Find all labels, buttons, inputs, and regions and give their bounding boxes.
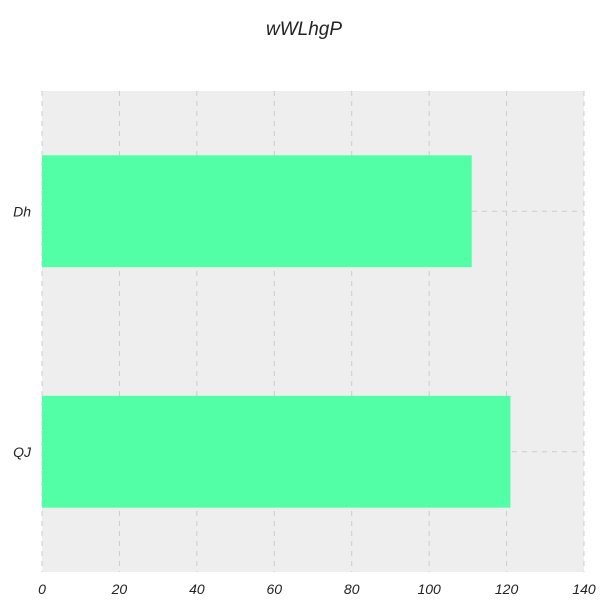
x-tick-label: 100 bbox=[417, 581, 441, 597]
chart-title: wWLhgP bbox=[265, 19, 343, 40]
bar-dh bbox=[42, 155, 472, 268]
x-tick-label: 120 bbox=[495, 581, 519, 597]
x-tick-label: 40 bbox=[189, 581, 205, 597]
y-axis-ticks: Dh QJ bbox=[13, 203, 32, 460]
x-tick-label: 60 bbox=[266, 581, 282, 597]
x-tick-label: 0 bbox=[38, 581, 46, 597]
bars bbox=[42, 155, 511, 508]
y-tick-label: QJ bbox=[13, 444, 32, 460]
x-tick-label: 20 bbox=[111, 581, 128, 597]
bar-qj bbox=[42, 395, 511, 508]
x-tick-label: 80 bbox=[344, 581, 360, 597]
y-tick-label: Dh bbox=[13, 203, 31, 219]
x-axis-ticks: 0 20 40 60 80 100 120 140 bbox=[38, 581, 596, 597]
x-tick-label: 140 bbox=[572, 581, 596, 597]
